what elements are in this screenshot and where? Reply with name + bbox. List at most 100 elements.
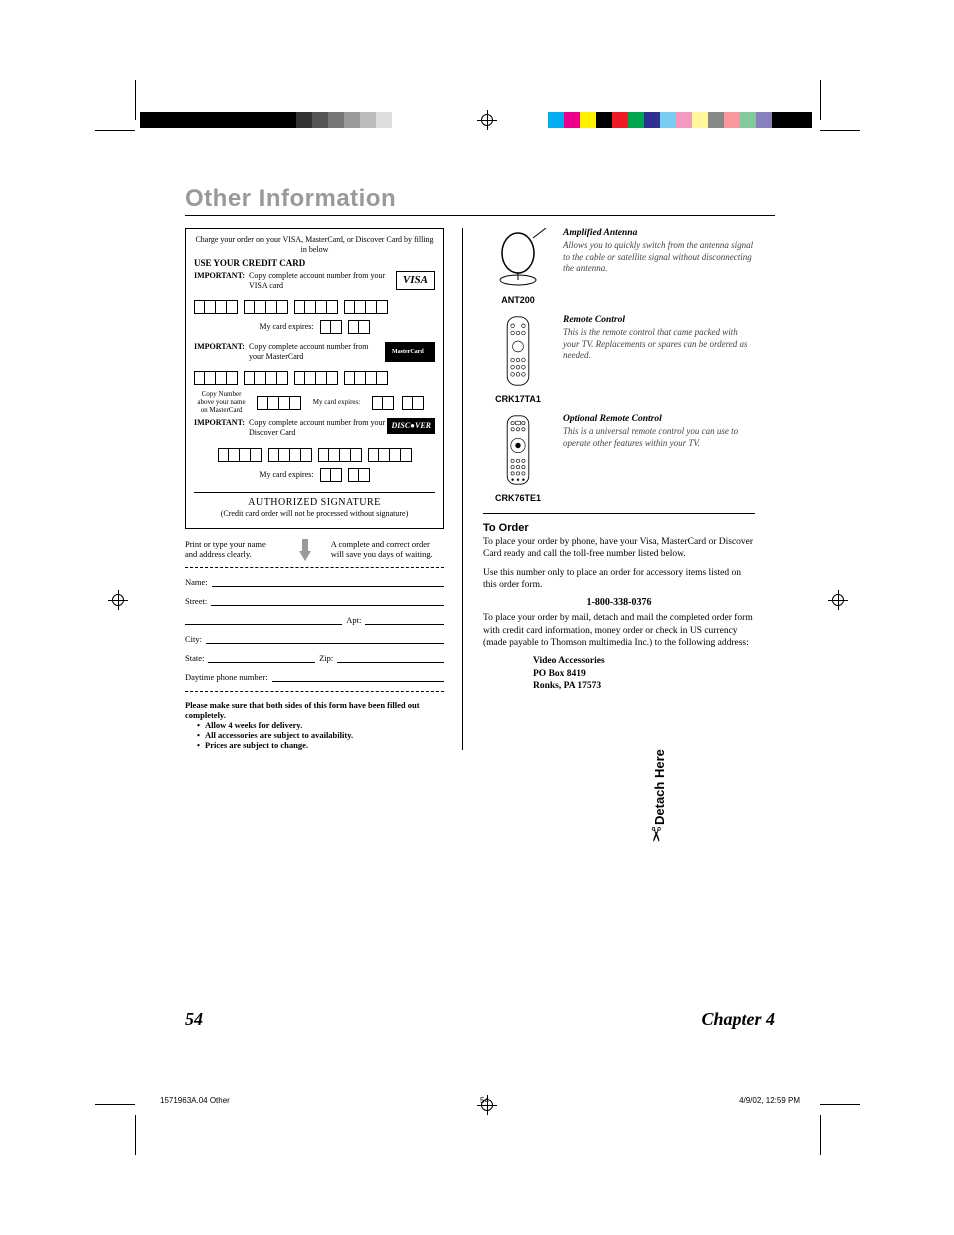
meta-date: 4/9/02, 12:59 PM — [739, 1096, 800, 1105]
crop-corner — [135, 1115, 136, 1155]
crop-marks-top — [0, 112, 954, 152]
visa-expiry-boxes[interactable] — [348, 320, 370, 334]
street2-field[interactable] — [185, 615, 342, 625]
visa-instruction: Copy complete account number from your V… — [249, 271, 396, 290]
meta-footer: 1571963A.04 Other 54 4/9/02, 12:59 PM — [160, 1096, 800, 1105]
detach-here-label: Detach Here — [652, 749, 667, 825]
street-field[interactable] — [211, 596, 444, 606]
visa-expiry-row: My card expires: — [194, 320, 435, 334]
product-title: Remote Control — [563, 315, 755, 325]
mastercard-logo: MasterCard — [385, 342, 435, 362]
phone-label: Daytime phone number: — [185, 672, 268, 682]
state-label: State: — [185, 653, 204, 663]
registration-mark — [108, 590, 128, 610]
mc-instruction: Copy complete account number from your M… — [249, 342, 385, 361]
disc-account-boxes[interactable] — [194, 448, 435, 462]
important-label: IMPORTANT: — [194, 418, 245, 428]
mc-copy-label: Copy Number above your name on MasterCar… — [194, 391, 249, 414]
address-form: Name: Street: Apt: City: State: Zip: Dayt… — [185, 577, 444, 682]
signature-subtitle: (Credit card order will not be processed… — [194, 509, 435, 519]
note-item: All accessories are subject to availabil… — [197, 730, 444, 740]
order-p1: To place your order by phone, have your … — [483, 536, 755, 561]
remote-icon — [500, 315, 536, 387]
crop-corner — [135, 80, 136, 120]
mc-expiry-boxes[interactable] — [372, 396, 394, 410]
product-text: This is the remote control that came pac… — [563, 327, 755, 362]
order-instruction: A complete and correct order will save y… — [331, 539, 444, 559]
to-order-heading: To Order — [483, 522, 755, 534]
chapter-label: Chapter 4 — [701, 1009, 775, 1030]
signature-section: AUTHORIZED SIGNATURE (Credit card order … — [194, 492, 435, 519]
scissors-icon: ✂ — [643, 826, 668, 843]
state-field[interactable] — [208, 653, 315, 663]
name-field[interactable] — [212, 577, 444, 587]
remote-icon — [500, 414, 536, 486]
mc-expiry-boxes[interactable] — [402, 396, 424, 410]
mc-account-boxes[interactable] — [194, 371, 435, 385]
note-item: Prices are subject to change. — [197, 740, 444, 750]
page-number: 54 — [185, 1009, 203, 1030]
visa-expiry-boxes[interactable] — [320, 320, 342, 334]
order-p3: To place your order by mail, detach and … — [483, 612, 755, 649]
product-code: CRK76TE1 — [483, 493, 553, 503]
form-intro: Charge your order on your VISA, MasterCa… — [194, 235, 435, 254]
crop-corner — [820, 80, 821, 120]
notes-lead: Please make sure that both sides of this… — [185, 700, 444, 720]
city-field[interactable] — [206, 634, 444, 644]
visa-account-boxes[interactable] — [194, 300, 435, 314]
products-column: ANT200 Amplified Antenna Allows you to q… — [483, 228, 755, 750]
form-notes: Please make sure that both sides of this… — [185, 700, 444, 750]
name-label: Name: — [185, 577, 208, 587]
page-footer: 54 Chapter 4 — [185, 1009, 775, 1030]
credit-card-form: Charge your order on your VISA, MasterCa… — [185, 228, 444, 529]
mc-copy-boxes[interactable] — [257, 396, 301, 410]
product-item: CRK76TE1 Optional Remote Control This is… — [483, 414, 755, 503]
signature-title: AUTHORIZED SIGNATURE — [194, 497, 435, 509]
section-title: Other Information — [185, 185, 775, 216]
crop-corner — [95, 130, 135, 131]
dashed-divider — [185, 567, 444, 568]
arrow-down-icon — [299, 539, 310, 559]
crop-corner — [820, 1104, 860, 1105]
disc-expiry-boxes[interactable] — [348, 468, 370, 482]
registration-mark — [828, 590, 848, 610]
antenna-icon — [488, 228, 548, 288]
mc-expires-label: My card expires: — [309, 399, 364, 407]
meta-page: 54 — [480, 1096, 489, 1105]
important-label: IMPORTANT: — [194, 342, 245, 352]
crop-corner — [95, 1104, 135, 1105]
order-form-column: Charge your order on your VISA, MasterCa… — [185, 228, 463, 750]
apt-field[interactable] — [365, 615, 444, 625]
product-code: CRK17TA1 — [483, 394, 553, 404]
product-text: Allows you to quickly switch from the an… — [563, 240, 755, 275]
phone-field[interactable] — [272, 672, 444, 682]
street-label: Street: — [185, 596, 207, 606]
crop-corner — [820, 130, 860, 131]
disc-instruction: Copy complete account number from your D… — [249, 418, 388, 437]
order-p2: Use this number only to place an order f… — [483, 567, 755, 592]
important-label: IMPORTANT: — [194, 271, 245, 281]
page-content: Other Information Charge your order on y… — [185, 185, 775, 750]
mail-addr-line: Ronks, PA 17573 — [533, 680, 755, 692]
product-title: Optional Remote Control — [563, 414, 755, 424]
discover-logo: DISC●VER — [387, 418, 435, 434]
product-item: ANT200 Amplified Antenna Allows you to q… — [483, 228, 755, 305]
disc-expiry-row: My card expires: — [194, 468, 435, 482]
order-phone: 1-800-338-0376 — [483, 597, 755, 608]
disc-expiry-boxes[interactable] — [320, 468, 342, 482]
product-code: ANT200 — [483, 295, 553, 305]
expires-label: My card expires: — [259, 322, 313, 332]
visa-logo: VISA — [396, 271, 435, 290]
meta-file: 1571963A.04 Other — [160, 1096, 230, 1105]
apt-label: Apt: — [346, 615, 361, 625]
city-label: City: — [185, 634, 202, 644]
zip-field[interactable] — [337, 653, 444, 663]
dashed-divider — [185, 691, 444, 692]
form-heading: USE YOUR CREDIT CARD — [194, 258, 435, 269]
note-item: Allow 4 weeks for delivery. — [197, 720, 444, 730]
product-title: Amplified Antenna — [563, 228, 755, 238]
zip-label: Zip: — [319, 653, 333, 663]
print-instruction: Print or type your name and address clea… — [185, 539, 279, 559]
crop-corner — [820, 1115, 821, 1155]
product-item: CRK17TA1 Remote Control This is the remo… — [483, 315, 755, 404]
